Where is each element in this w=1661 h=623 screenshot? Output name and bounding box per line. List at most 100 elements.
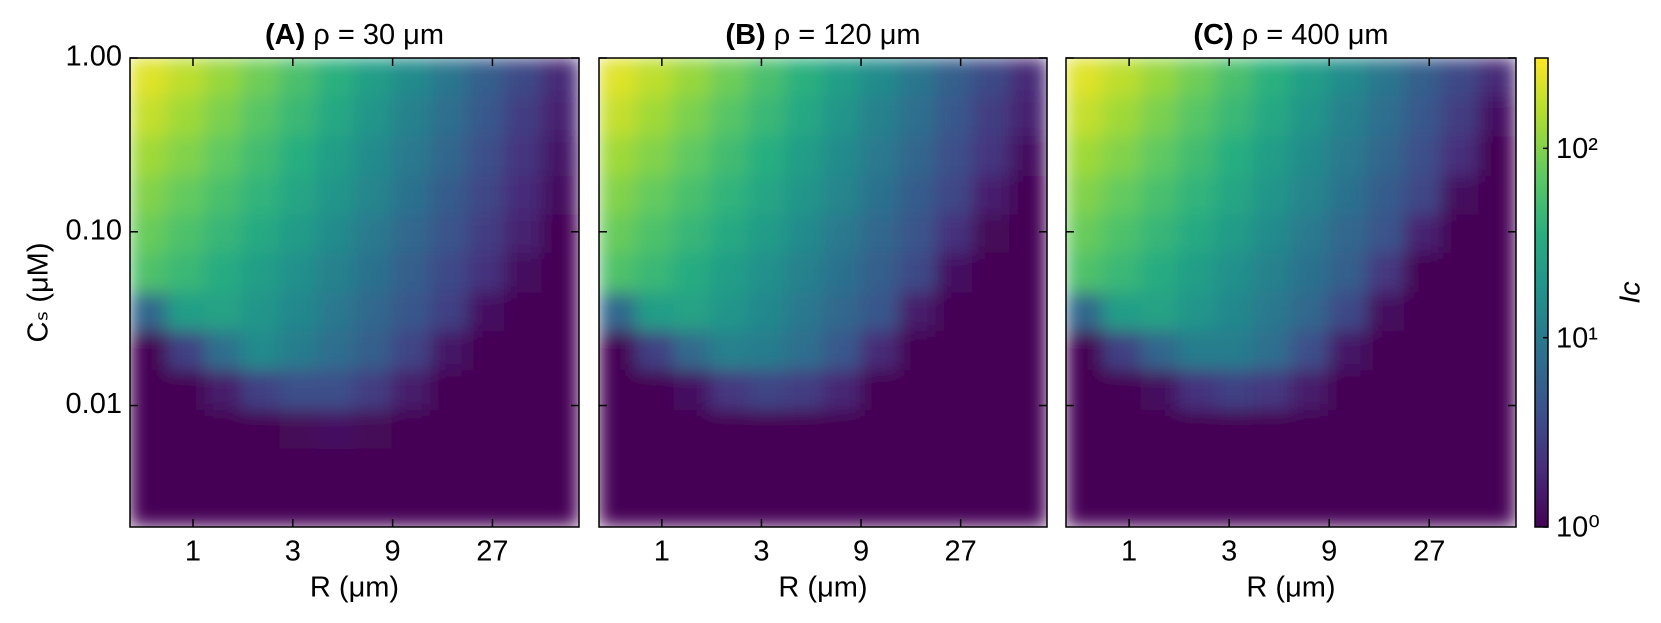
colorbar-tick-label: 10⁰ xyxy=(1556,512,1600,544)
contour-cell xyxy=(1440,176,1480,216)
contour-cell xyxy=(130,252,168,294)
contour-cell xyxy=(673,214,712,254)
contour-cell xyxy=(391,448,432,489)
contour-cell xyxy=(279,58,318,98)
contour-cell xyxy=(1404,252,1442,294)
contour-cell xyxy=(710,214,749,254)
contour-cell xyxy=(166,370,206,412)
contour-cell xyxy=(785,58,824,98)
contour-cell xyxy=(1215,410,1255,450)
contour-cell xyxy=(972,410,1011,450)
contour-cell xyxy=(1290,136,1330,178)
contour-cell xyxy=(1102,136,1142,178)
contour-cell xyxy=(166,96,206,138)
contour-cell xyxy=(1066,136,1104,178)
contour-cell xyxy=(467,410,505,450)
contour-cell xyxy=(166,448,206,489)
contour-cell xyxy=(710,448,749,489)
contour-cell xyxy=(316,136,356,178)
contour-cell xyxy=(1253,252,1292,294)
contour-cell xyxy=(1478,252,1516,294)
contour-cell xyxy=(316,176,356,216)
contour-cell xyxy=(391,96,432,138)
contour-cell xyxy=(166,252,206,294)
contour-cell xyxy=(1102,292,1142,332)
contour-cell xyxy=(673,410,712,450)
contour-cell xyxy=(1177,487,1217,527)
contour-cell xyxy=(1328,214,1368,254)
contour-cell xyxy=(1140,370,1179,412)
contour-cell xyxy=(1328,370,1368,412)
contour-cell xyxy=(972,96,1011,138)
contour-cell xyxy=(635,370,675,412)
contour-field xyxy=(599,58,1047,527)
contour-cell xyxy=(1253,58,1292,98)
contour-cell xyxy=(354,410,393,450)
contour-cell xyxy=(1478,410,1516,450)
contour-cell xyxy=(635,176,675,216)
contour-cell xyxy=(710,330,749,372)
contour-cell xyxy=(204,58,243,98)
contour-cell xyxy=(1177,136,1217,178)
plot-frame xyxy=(1065,57,1517,528)
contour-cell xyxy=(1478,58,1516,98)
contour-cell xyxy=(599,176,637,216)
contour-cell xyxy=(785,448,824,489)
contour-cell xyxy=(1140,330,1179,372)
y-axis-label: Cₛ (μM) xyxy=(23,243,55,343)
contour-cell xyxy=(1478,176,1516,216)
contour-cell xyxy=(1328,330,1368,372)
contour-cell xyxy=(785,176,824,216)
contour-cell xyxy=(503,330,543,372)
contour-cell xyxy=(1009,96,1047,138)
panel-title: (C) ρ = 400 μm xyxy=(1193,19,1388,51)
contour-cell xyxy=(430,176,469,216)
contour-cell xyxy=(1404,330,1442,372)
contour-field xyxy=(130,58,579,527)
contour-cell xyxy=(541,410,579,450)
contour-cell xyxy=(1253,176,1292,216)
contour-cell xyxy=(599,58,637,98)
contour-cell xyxy=(503,214,543,254)
x-tick-label: 3 xyxy=(753,536,769,568)
contour-cell xyxy=(1290,176,1330,216)
contour-cell xyxy=(166,214,206,254)
contour-cell xyxy=(860,330,900,372)
contour-cell xyxy=(241,58,281,98)
contour-cell xyxy=(898,487,937,527)
contour-cell xyxy=(860,448,900,489)
contour-cell xyxy=(166,136,206,178)
contour-cell xyxy=(1215,487,1255,527)
contour-cell xyxy=(204,214,243,254)
contour-cell xyxy=(1404,410,1442,450)
contour-cell xyxy=(860,410,900,450)
contour-cell xyxy=(635,252,675,294)
contour-cell xyxy=(1215,176,1255,216)
contour-cell xyxy=(1140,136,1179,178)
contour-cell xyxy=(710,58,749,98)
contour-cell xyxy=(541,96,579,138)
contour-cell xyxy=(503,252,543,294)
x-tick-label: 3 xyxy=(1221,536,1237,568)
contour-cell xyxy=(1366,214,1406,254)
contour-cell xyxy=(673,252,712,294)
contour-cell xyxy=(354,252,393,294)
contour-cell xyxy=(1404,214,1442,254)
contour-cell xyxy=(130,448,168,489)
contour-cell xyxy=(391,252,432,294)
contour-cell xyxy=(1177,58,1217,98)
contour-cell xyxy=(822,330,862,372)
contour-cell xyxy=(972,214,1011,254)
contour-cell xyxy=(1366,96,1406,138)
contour-cell xyxy=(503,448,543,489)
contour-cell xyxy=(430,252,469,294)
contour-cell xyxy=(1009,292,1047,332)
contour-cell xyxy=(1102,330,1142,372)
contour-cell xyxy=(1366,58,1406,98)
contour-cell xyxy=(503,136,543,178)
contour-cell xyxy=(747,252,787,294)
x-axis-label: R (μm) xyxy=(778,572,867,604)
contour-cell xyxy=(241,292,281,332)
contour-cell xyxy=(1253,370,1292,412)
